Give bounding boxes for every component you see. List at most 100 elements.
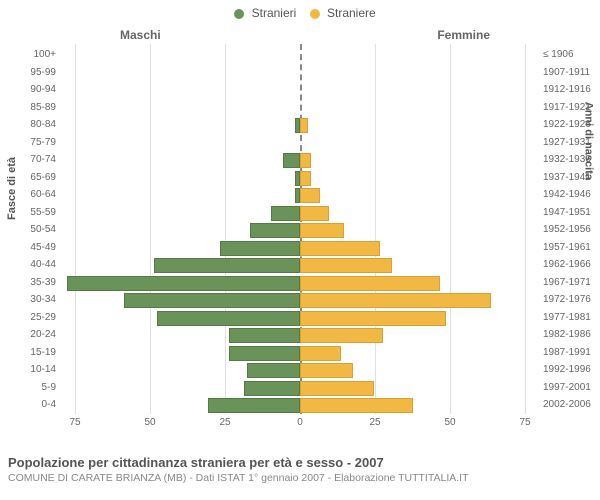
birth-label: 1977-1981 (543, 309, 597, 326)
age-label: 60-64 (8, 186, 56, 203)
bar-male (208, 398, 300, 413)
age-label: 35-39 (8, 274, 56, 291)
x-tick: 25 (369, 417, 380, 428)
age-row: 40-441962-1966 (60, 256, 540, 274)
age-row: 90-941912-1916 (60, 81, 540, 99)
age-label: 5-9 (8, 379, 56, 396)
legend-label-female: Straniere (327, 6, 376, 20)
age-row: 80-841922-1926 (60, 116, 540, 134)
x-tick: 75 (69, 417, 80, 428)
bar-female (300, 276, 440, 291)
birth-label: 2002-2006 (543, 396, 597, 413)
bar-male (67, 276, 300, 291)
bar-female (300, 258, 392, 273)
rows: 100+≤ 190695-991907-191190-941912-191685… (60, 46, 540, 414)
birth-label: 1932-1936 (543, 151, 597, 168)
bar-male (283, 153, 300, 168)
bar-male (250, 223, 300, 238)
age-row: 50-541952-1956 (60, 221, 540, 239)
age-label: 55-59 (8, 204, 56, 221)
bar-female (300, 346, 341, 361)
bar-male (229, 346, 300, 361)
bar-female (300, 398, 413, 413)
age-row: 20-241982-1986 (60, 326, 540, 344)
bar-male (124, 293, 300, 308)
bar-female (300, 363, 353, 378)
bar-female (300, 293, 491, 308)
x-tick: 75 (519, 417, 530, 428)
legend-label-male: Stranieri (252, 6, 297, 20)
age-label: 25-29 (8, 309, 56, 326)
age-row: 5-91997-2001 (60, 379, 540, 397)
birth-label: 1937-1941 (543, 169, 597, 186)
birth-label: 1957-1961 (543, 239, 597, 256)
chart-container: Stranieri Straniere Maschi Femmine Fasce… (0, 0, 600, 500)
bar-female (300, 223, 344, 238)
birth-label: 1982-1986 (543, 326, 597, 343)
birth-label: 1927-1931 (543, 134, 597, 151)
header-male: Maschi (120, 28, 161, 42)
birth-label: 1962-1966 (543, 256, 597, 273)
age-row: 25-291977-1981 (60, 309, 540, 327)
birth-label: 1947-1951 (543, 204, 597, 221)
age-label: 85-89 (8, 99, 56, 116)
bar-female (300, 188, 320, 203)
bar-male (271, 206, 300, 221)
age-label: 15-19 (8, 344, 56, 361)
bar-male (154, 258, 300, 273)
bar-female (300, 328, 383, 343)
age-row: 100+≤ 1906 (60, 46, 540, 64)
age-label: 40-44 (8, 256, 56, 273)
age-label: 75-79 (8, 134, 56, 151)
bar-male (220, 241, 300, 256)
age-row: 30-341972-1976 (60, 291, 540, 309)
bar-female (300, 171, 311, 186)
header-female: Femmine (437, 28, 490, 42)
birth-label: 1987-1991 (543, 344, 597, 361)
age-label: 10-14 (8, 361, 56, 378)
age-row: 0-42002-2006 (60, 396, 540, 414)
age-row: 70-741932-1936 (60, 151, 540, 169)
age-label: 45-49 (8, 239, 56, 256)
age-label: 30-34 (8, 291, 56, 308)
birth-label: 1942-1946 (543, 186, 597, 203)
birth-label: 1967-1971 (543, 274, 597, 291)
caption-subtitle: COMUNE DI CARATE BRIANZA (MB) - Dati IST… (8, 472, 592, 484)
age-label: 20-24 (8, 326, 56, 343)
bar-female (300, 381, 374, 396)
age-row: 35-391967-1971 (60, 274, 540, 292)
caption-title: Popolazione per cittadinanza straniera p… (8, 455, 592, 470)
age-row: 75-791927-1931 (60, 134, 540, 152)
age-row: 95-991907-1911 (60, 64, 540, 82)
bar-female (300, 206, 329, 221)
caption: Popolazione per cittadinanza straniera p… (8, 455, 592, 484)
age-row: 10-141992-1996 (60, 361, 540, 379)
age-label: 100+ (8, 46, 56, 63)
age-row: 45-491957-1961 (60, 239, 540, 257)
age-label: 0-4 (8, 396, 56, 413)
x-tick: 50 (144, 417, 155, 428)
age-label: 90-94 (8, 81, 56, 98)
bar-male (244, 381, 300, 396)
birth-label: 1912-1916 (543, 81, 597, 98)
birth-label: 1992-1996 (543, 361, 597, 378)
age-row: 65-691937-1941 (60, 169, 540, 187)
bar-female (300, 311, 446, 326)
age-label: 50-54 (8, 221, 56, 238)
x-tick: 0 (297, 417, 303, 428)
legend: Stranieri Straniere (0, 6, 600, 20)
bar-male (229, 328, 300, 343)
birth-label: 1917-1921 (543, 99, 597, 116)
legend-dot-female (310, 9, 320, 19)
x-tick: 25 (219, 417, 230, 428)
birth-label: 1922-1926 (543, 116, 597, 133)
pyramid-chart: 100+≤ 190695-991907-191190-941912-191685… (60, 44, 540, 434)
bar-male (157, 311, 300, 326)
legend-dot-male (234, 9, 244, 19)
age-row: 15-191987-1991 (60, 344, 540, 362)
age-label: 70-74 (8, 151, 56, 168)
birth-label: 1997-2001 (543, 379, 597, 396)
age-row: 55-591947-1951 (60, 204, 540, 222)
birth-label: ≤ 1906 (543, 46, 597, 63)
age-row: 85-891917-1921 (60, 99, 540, 117)
